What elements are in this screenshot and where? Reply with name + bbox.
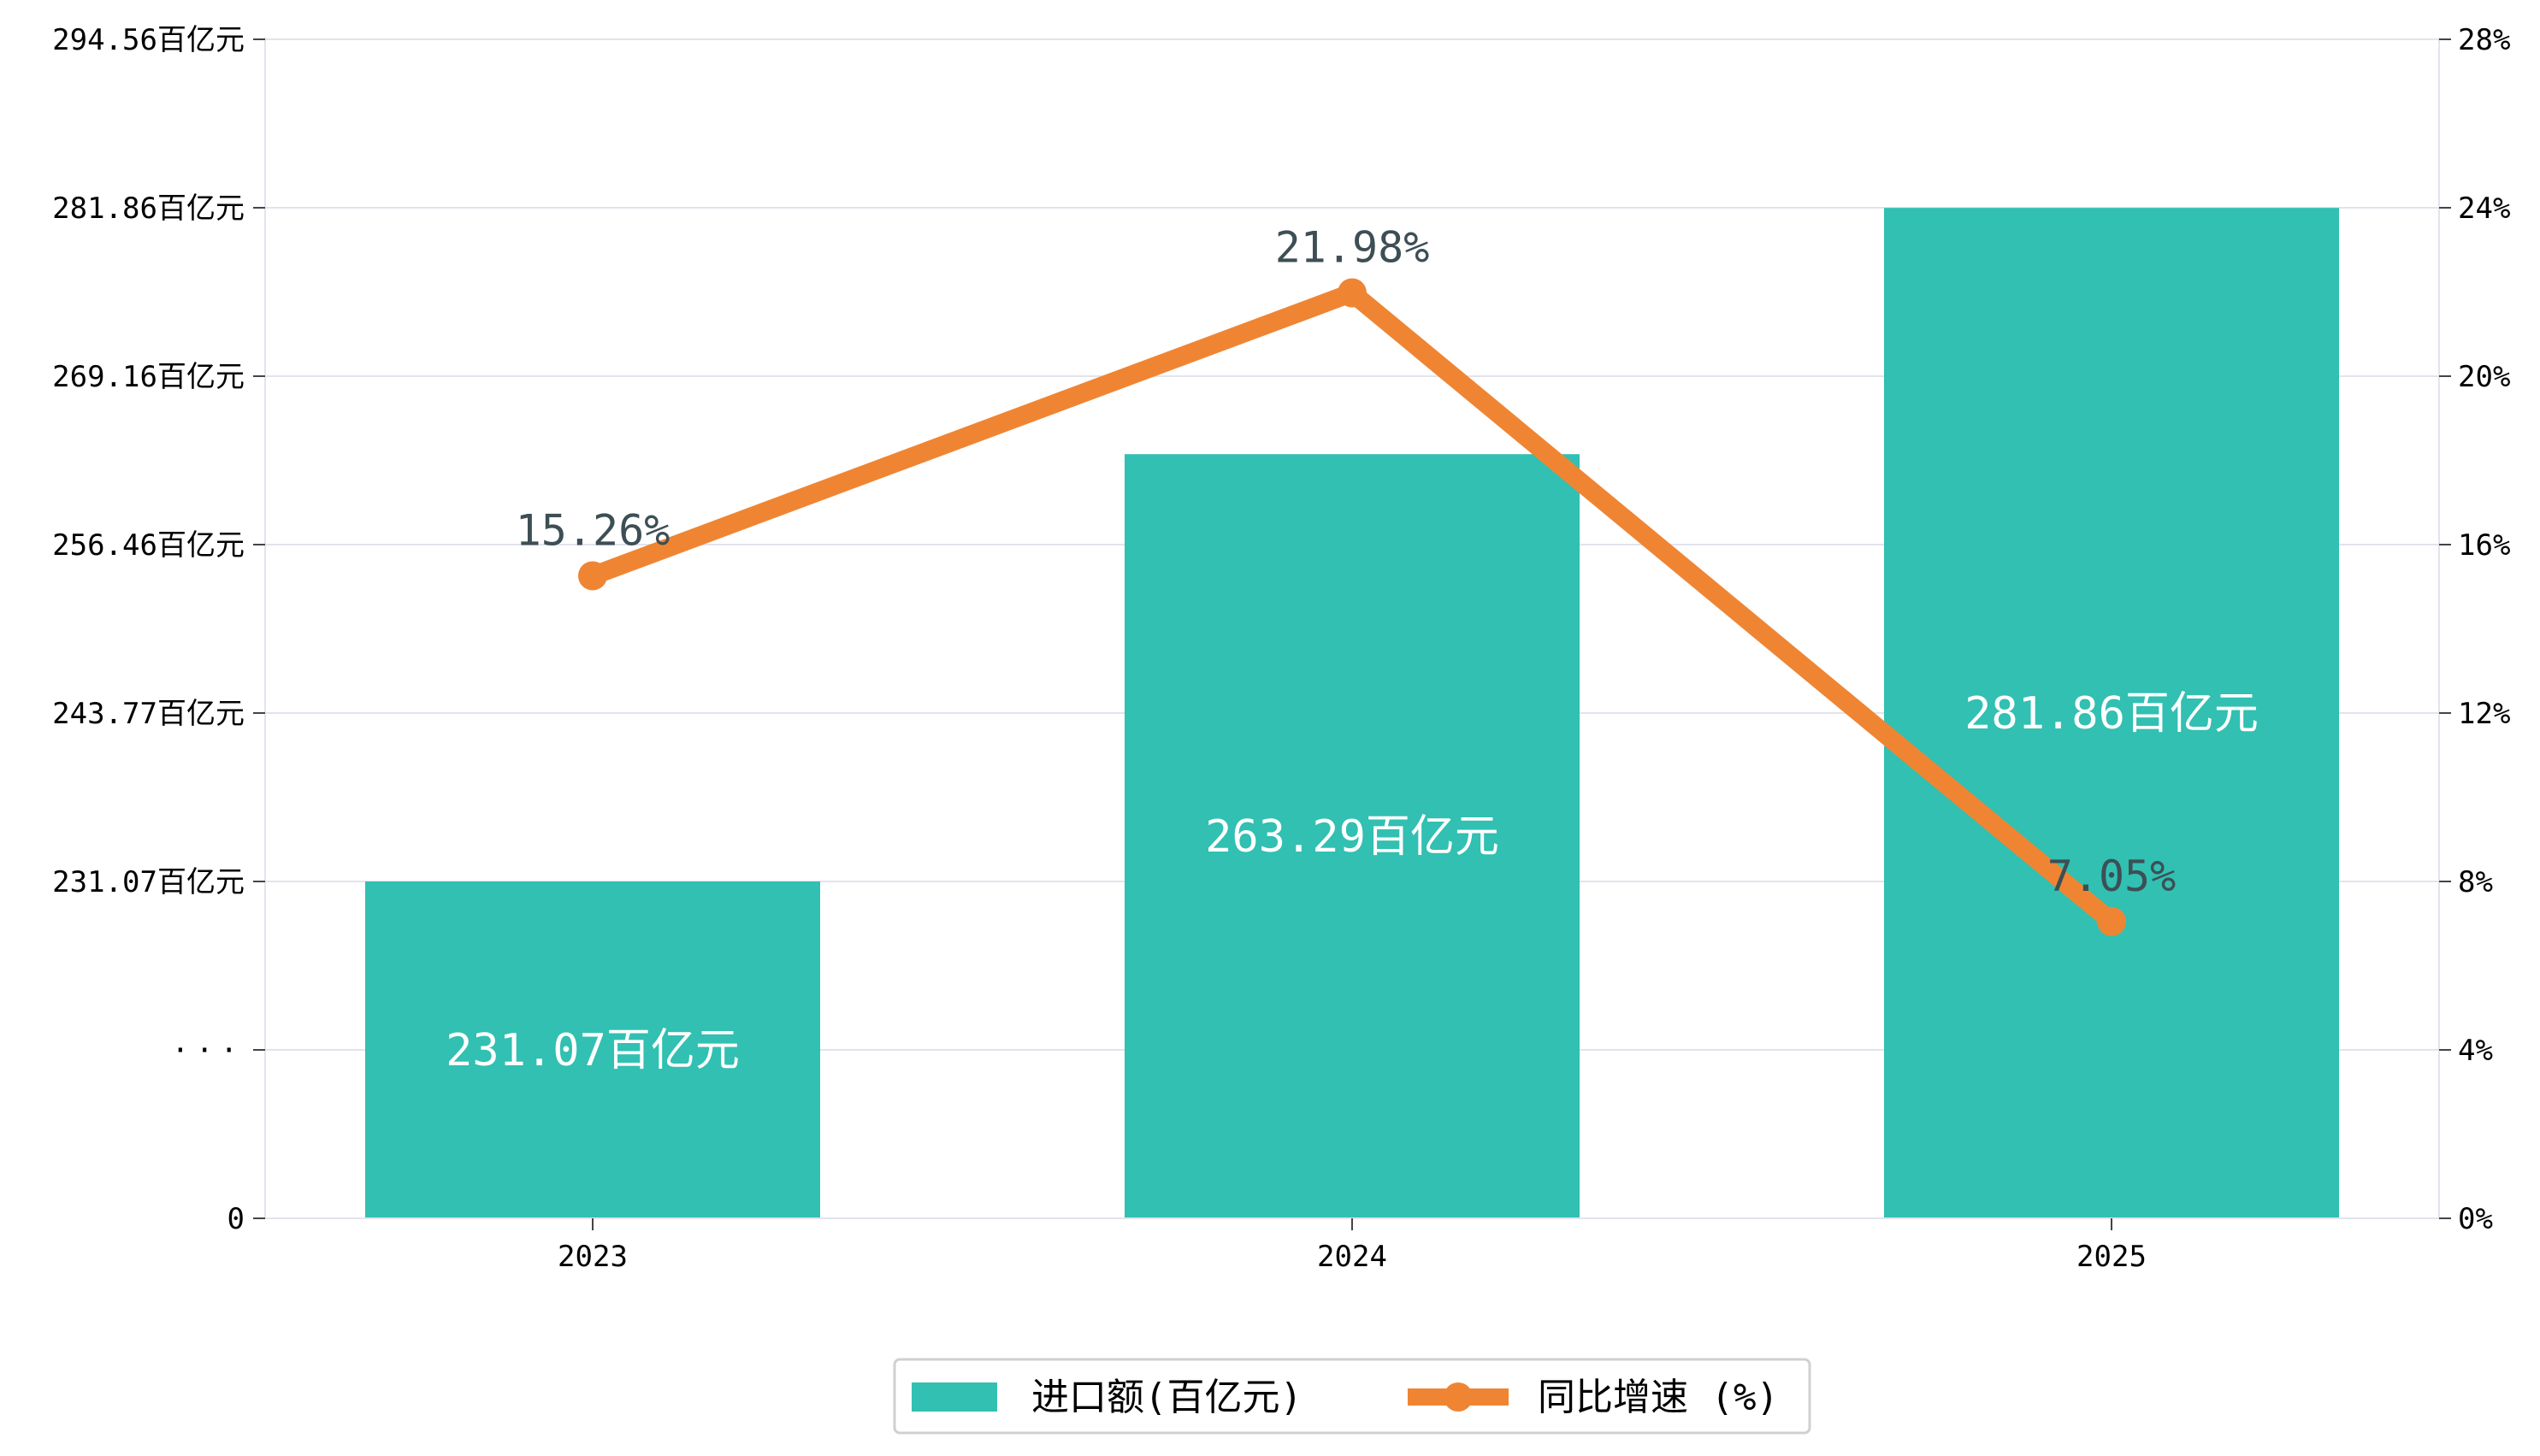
line-point <box>2097 906 2126 936</box>
legend-label-line: 同比增速 (%) <box>1538 1376 1779 1419</box>
x-tick-label: 2025 <box>2076 1240 2147 1274</box>
bar-data-label: 263.29百亿元 <box>1205 811 1499 863</box>
right-tick-label: 8% <box>2458 865 2493 899</box>
left-tick-label: 231.07百亿元 <box>52 865 245 899</box>
axis-layer: 0 ··· 231.07百亿元 243.77百亿元 256.46百亿元 269.16百亿元… <box>52 23 2510 1274</box>
right-tick-label: 0% <box>2458 1202 2493 1236</box>
label-layer: 231.07百亿元 263.29百亿元 281.86百亿元 15.26% 21.98% 7… <box>446 222 2259 1076</box>
bar <box>365 881 820 1218</box>
legend-box <box>893 1358 1811 1435</box>
bar-layer <box>365 208 2339 1218</box>
bar <box>1884 208 2339 1218</box>
bar <box>1125 454 1580 1218</box>
left-axis-break-label: ··· <box>172 1034 245 1068</box>
line-data-label: 7.05% <box>2047 852 2177 901</box>
line-data-label: 21.98% <box>1275 222 1430 272</box>
right-tick-label: 12% <box>2458 697 2510 731</box>
left-tick-label: 0 <box>227 1202 245 1236</box>
line-point <box>578 561 607 591</box>
left-tick-label: 269.16百亿元 <box>52 360 245 394</box>
right-tick-label: 20% <box>2458 360 2510 394</box>
left-tick-label: 243.77百亿元 <box>52 697 245 731</box>
line-point <box>1338 278 1367 308</box>
left-tick-label: 294.56百亿元 <box>52 23 245 57</box>
x-tick-label: 2023 <box>558 1240 628 1274</box>
right-tick-label: 24% <box>2458 192 2510 226</box>
left-tick-label: 256.46百亿元 <box>52 528 245 563</box>
bar-data-label: 231.07百亿元 <box>446 1025 740 1076</box>
line-data-label: 15.26% <box>516 505 670 555</box>
right-tick-label: 28% <box>2458 23 2510 57</box>
right-tick-label: 16% <box>2458 528 2510 563</box>
left-tick-label: 281.86百亿元 <box>52 192 245 226</box>
line-layer <box>578 278 2126 936</box>
legend-swatch-marker <box>1444 1382 1473 1412</box>
legend-label-bar: 进口额(百亿元) <box>1031 1376 1302 1419</box>
legend: 进口额(百亿元) 同比增速 (%) <box>893 1358 1811 1435</box>
x-tick-label: 2024 <box>1317 1240 1387 1274</box>
legend-swatch-bar <box>912 1382 997 1412</box>
right-tick-label: 4% <box>2458 1034 2493 1068</box>
bar-data-label: 281.86百亿元 <box>1964 688 2259 740</box>
